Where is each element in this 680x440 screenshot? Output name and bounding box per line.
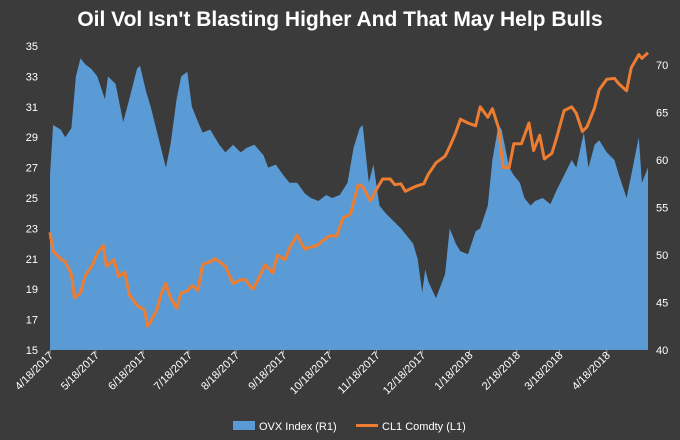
x-axis: 4/18/2017 5/18/2017 6/18/2017 7/18/2017 8/18…	[13, 350, 613, 397]
legend-label-cl1: CL1 Comdty (L1)	[382, 421, 466, 433]
left-tick-label: 17	[26, 315, 38, 327]
right-y-axis: 40 45 50 55 60 65 70	[656, 60, 668, 357]
left-tick-label: 19	[26, 284, 38, 296]
x-tick-label: 4/18/2018	[570, 350, 613, 393]
x-tick-label: 12/18/2017	[381, 350, 428, 397]
x-tick-label: 2/18/2018	[480, 350, 523, 393]
left-tick-label: 21	[26, 254, 38, 266]
left-tick-label: 35	[26, 41, 38, 53]
x-tick-label: 5/18/2017	[59, 350, 102, 393]
legend: OVX Index (R1) CL1 Comdty (L1)	[233, 421, 466, 433]
cl1-line	[48, 51, 650, 328]
right-tick-label: 65	[656, 108, 668, 120]
left-y-axis: 15 17 19 21 23 25 27 29 31 33 35	[26, 41, 38, 357]
x-tick-label: 9/18/2017	[246, 350, 289, 393]
x-tick-label: 8/18/2017	[199, 350, 242, 393]
x-tick-label: 6/18/2017	[106, 350, 149, 393]
left-tick-label: 23	[26, 223, 38, 235]
x-tick-label: 3/18/2018	[523, 350, 566, 393]
left-tick-label: 27	[26, 163, 38, 175]
left-tick-label: 33	[26, 71, 38, 83]
x-tick-label: 7/18/2017	[152, 350, 195, 393]
left-tick-label: 15	[26, 345, 38, 357]
right-tick-label: 50	[656, 250, 668, 262]
x-tick-label: 1/18/2018	[433, 350, 476, 393]
x-tick-label: 10/18/2017	[288, 350, 335, 397]
legend-swatch-ovx	[233, 421, 255, 430]
legend-label-ovx: OVX Index (R1)	[259, 421, 337, 433]
cl1-line-series	[48, 51, 650, 328]
right-tick-label: 45	[656, 298, 668, 310]
chart-title: Oil Vol Isn't Blasting Higher And That M…	[77, 8, 602, 31]
right-tick-label: 55	[656, 203, 668, 215]
left-tick-label: 31	[26, 102, 38, 114]
right-tick-label: 40	[656, 345, 668, 357]
x-tick-label: 11/18/2017	[336, 350, 383, 397]
left-tick-label: 25	[26, 193, 38, 205]
right-tick-label: 60	[656, 155, 668, 167]
left-tick-label: 29	[26, 132, 38, 144]
right-tick-label: 70	[656, 60, 668, 72]
